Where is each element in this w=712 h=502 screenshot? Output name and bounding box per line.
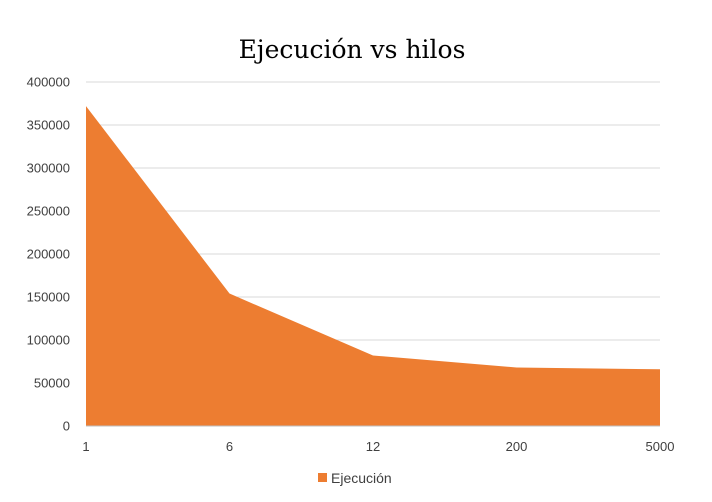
y-tick-label: 350000: [27, 118, 70, 133]
legend-label: Ejecución: [331, 470, 392, 486]
plot-area: [86, 106, 660, 426]
y-tick-label: 400000: [27, 75, 70, 90]
chart-title: Ejecución vs hilos: [239, 35, 466, 64]
y-tick-label: 300000: [27, 161, 70, 176]
y-tick-label: 50000: [34, 376, 70, 391]
legend-swatch: [318, 473, 327, 482]
y-tick-label: 200000: [27, 247, 70, 262]
y-axis: 0 50000 100000 150000 200000 250000 300000 3500…: [27, 75, 70, 434]
legend: Ejecución: [318, 470, 392, 486]
x-tick-label: 200: [506, 439, 528, 454]
x-tick-label: 1: [82, 439, 89, 454]
y-tick-label: 250000: [27, 204, 70, 219]
y-tick-label: 100000: [27, 333, 70, 348]
x-tick-label: 5000: [646, 439, 675, 454]
y-tick-label: 0: [63, 419, 70, 434]
x-tick-label: 12: [366, 439, 380, 454]
area-series-ejecucion: [86, 106, 660, 426]
x-axis: 1 6 12 200 5000: [82, 425, 675, 454]
y-tick-label: 150000: [27, 290, 70, 305]
x-tick-label: 6: [226, 439, 233, 454]
